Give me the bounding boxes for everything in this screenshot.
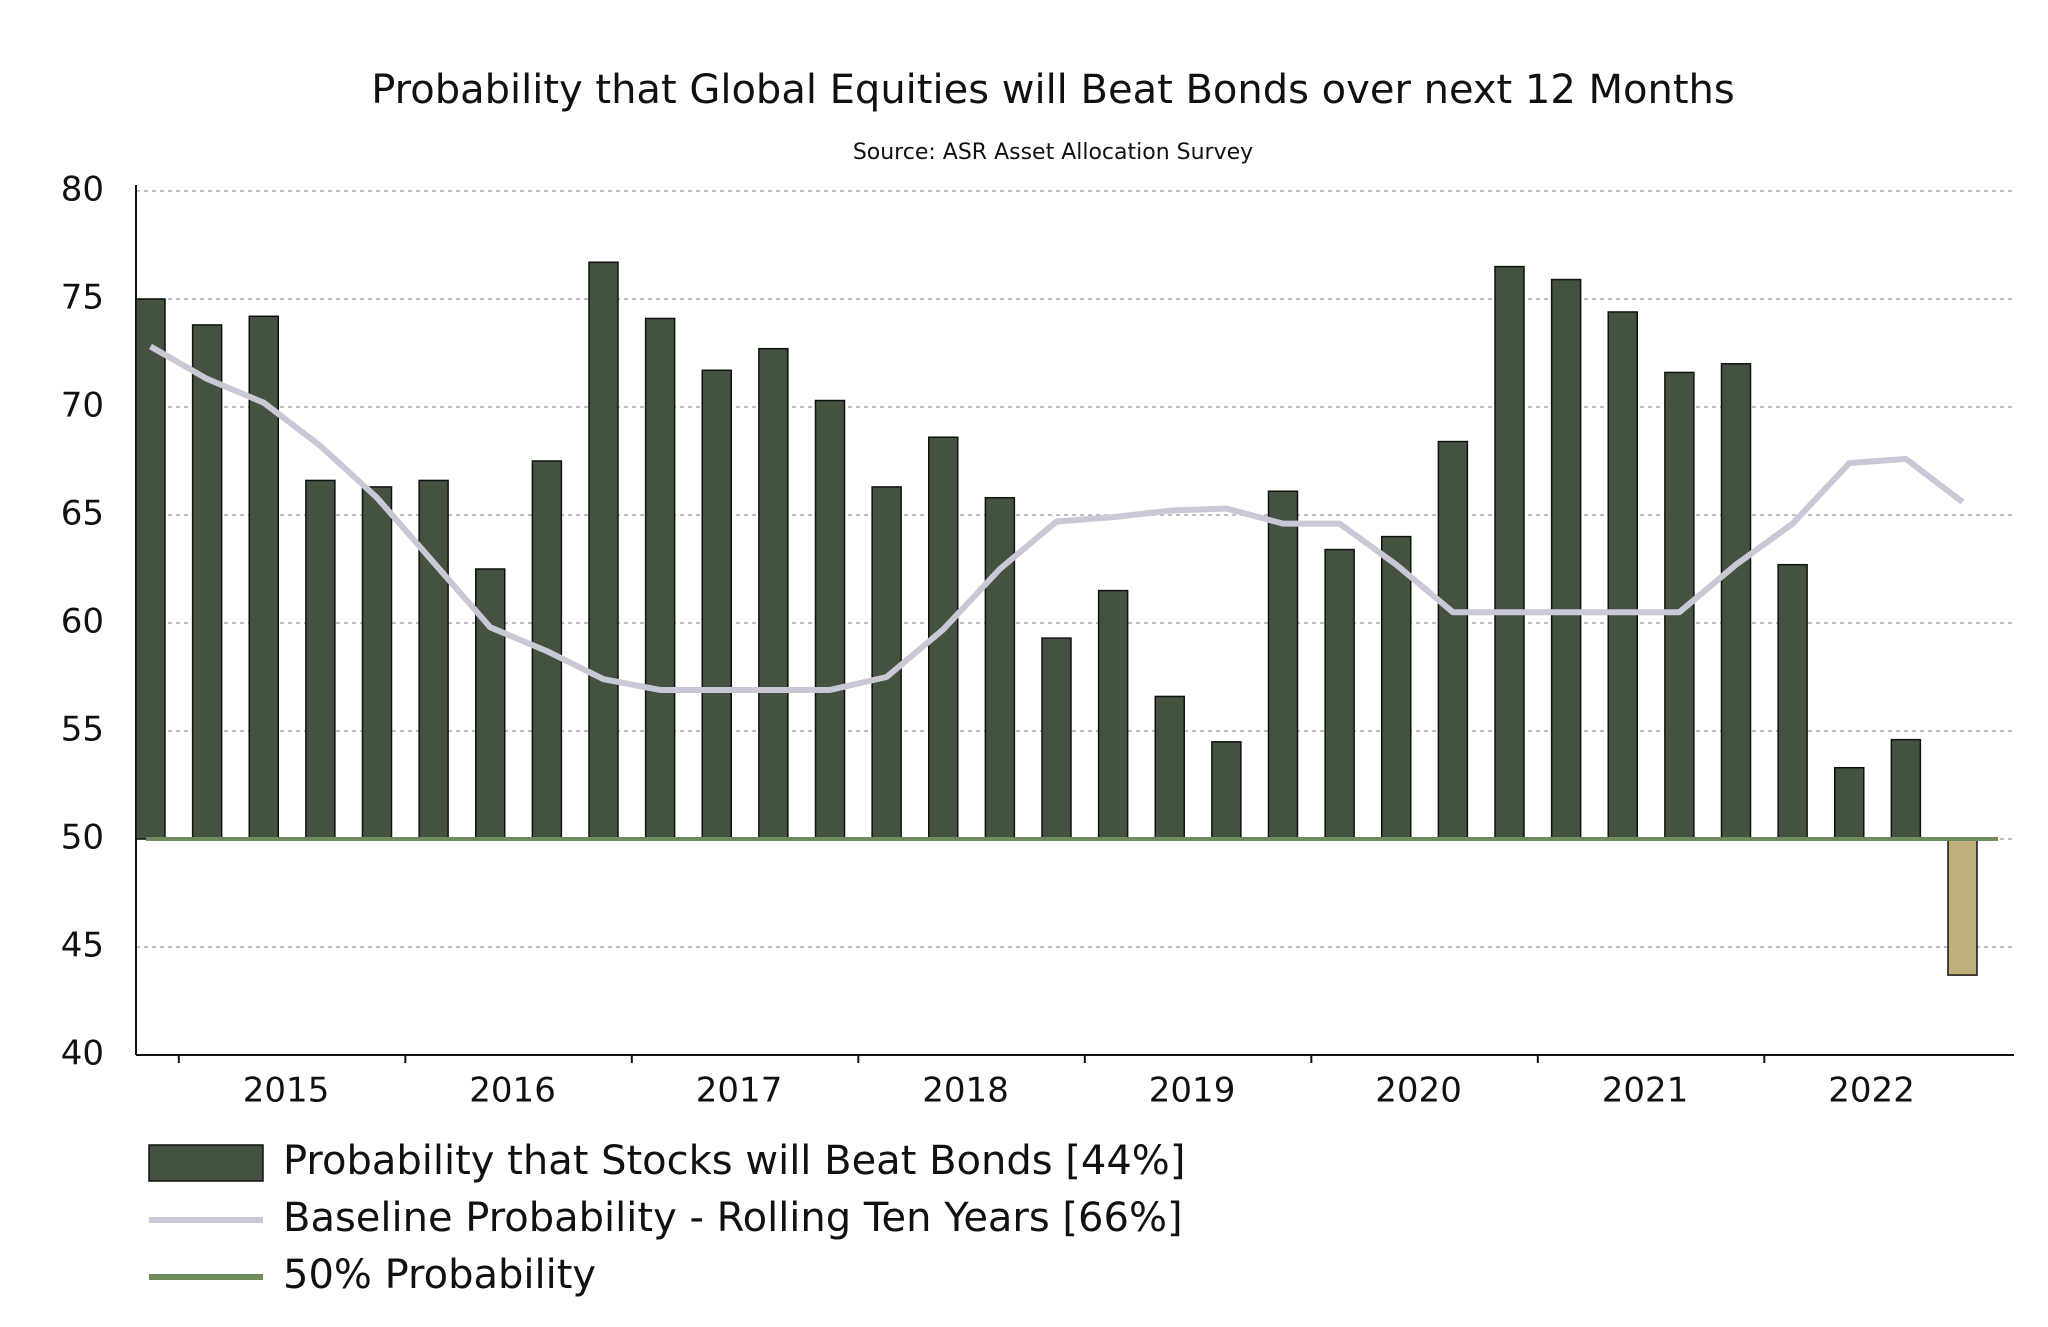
- chart-title: Probability that Global Equities will Be…: [371, 67, 1735, 113]
- bar: [475, 568, 506, 840]
- bar: [1777, 563, 1808, 840]
- bar: [1381, 535, 1412, 840]
- bar: [1890, 738, 1922, 840]
- y-tick-label: 75: [61, 278, 104, 318]
- bar: [1267, 490, 1299, 840]
- x-tick-label: 2015: [243, 1071, 330, 1111]
- bar: [305, 479, 336, 840]
- legend-label: Baseline Probability - Rolling Ten Years…: [283, 1195, 1183, 1241]
- bar: [1550, 278, 1582, 840]
- bar: [701, 369, 732, 840]
- y-tick-label: 50: [61, 818, 104, 858]
- chart-subtitle: Source: ASR Asset Allocation Survey: [853, 140, 1253, 165]
- x-tick-label: 2022: [1828, 1071, 1915, 1111]
- bar: [1437, 440, 1469, 840]
- bar: [1097, 589, 1129, 840]
- x-tick-label: 2018: [922, 1071, 1009, 1111]
- baseline-line: [149, 343, 1965, 693]
- x-tick-label: 2019: [1149, 1071, 1236, 1111]
- x-tick-label: 2021: [1602, 1071, 1689, 1111]
- legend-label: Probability that Stocks will Beat Bonds …: [283, 1138, 1185, 1184]
- y-tick-label: 65: [61, 494, 104, 534]
- y-tick-label: 40: [61, 1034, 104, 1074]
- y-tick-label: 45: [61, 926, 104, 966]
- x-tick-label: 2020: [1375, 1071, 1462, 1111]
- bar: [361, 486, 393, 840]
- bar: [644, 317, 676, 840]
- bar: [1834, 766, 1865, 840]
- bar: [1720, 363, 1752, 840]
- bar: [588, 261, 619, 840]
- bar: [1154, 695, 1185, 840]
- legend-label: 50% Probability: [283, 1252, 596, 1298]
- bar: [1607, 311, 1638, 840]
- bar: [758, 347, 789, 840]
- y-tick-label: 60: [61, 602, 104, 642]
- y-tick-label: 80: [61, 170, 104, 210]
- x-tick-label: 2017: [696, 1071, 783, 1111]
- bar: [984, 496, 1016, 840]
- legend-swatch: [148, 1144, 264, 1182]
- bar: [191, 324, 223, 840]
- y-tick-label: 70: [61, 386, 104, 426]
- bar: [1947, 838, 1978, 976]
- bar: [248, 315, 279, 840]
- bar: [1324, 548, 1355, 840]
- bar: [1211, 741, 1242, 840]
- bar: [1494, 265, 1525, 840]
- bar: [135, 298, 166, 840]
- bar: [1041, 637, 1072, 840]
- bar: [814, 399, 846, 840]
- y-tick-label: 55: [61, 710, 104, 750]
- bar: [418, 479, 449, 840]
- x-tick-label: 2016: [469, 1071, 556, 1111]
- bar: [871, 486, 902, 840]
